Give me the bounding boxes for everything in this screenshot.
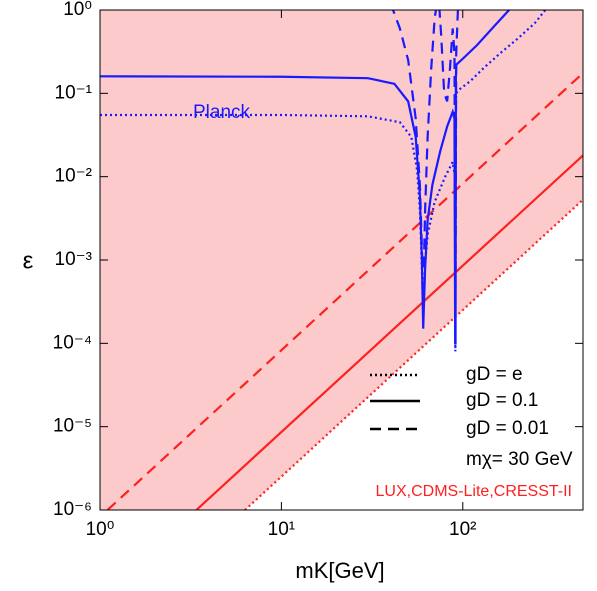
x-tick-label: 10¹ bbox=[268, 519, 295, 540]
legend-label: gD = 0.01 bbox=[466, 418, 549, 439]
line bbox=[100, 10, 510, 345]
y-axis-title: ε bbox=[23, 247, 34, 274]
line bbox=[100, 10, 547, 352]
annotation: Planck bbox=[193, 102, 251, 123]
x-tick-label: 10² bbox=[449, 519, 476, 540]
x-axis-title: mK[GeV] bbox=[295, 558, 384, 583]
annotation: mχ= 30 GeV bbox=[466, 449, 573, 470]
x-tick-label: 10⁰ bbox=[86, 519, 115, 540]
legend-label: gD = 0.1 bbox=[466, 390, 538, 411]
shaded-region bbox=[100, 10, 583, 510]
y-tick-label: 10⁻² bbox=[55, 166, 93, 187]
line bbox=[391, 10, 460, 319]
y-tick-label: 10⁻³ bbox=[55, 249, 93, 270]
y-tick-label: 10⁻¹ bbox=[55, 82, 93, 103]
y-tick-label: 10⁰ bbox=[63, 0, 92, 20]
legend-label: gD = e bbox=[466, 364, 523, 385]
y-tick-label: 10⁻⁴ bbox=[53, 332, 92, 353]
plot-area bbox=[100, 10, 583, 510]
annotation: LUX,CDMS-Lite,CRESST-II bbox=[376, 483, 572, 500]
line bbox=[195, 154, 583, 510]
y-tick-label: 10⁻⁵ bbox=[53, 416, 92, 437]
line bbox=[244, 198, 583, 510]
y-tick-label: 10⁻⁶ bbox=[53, 499, 92, 520]
